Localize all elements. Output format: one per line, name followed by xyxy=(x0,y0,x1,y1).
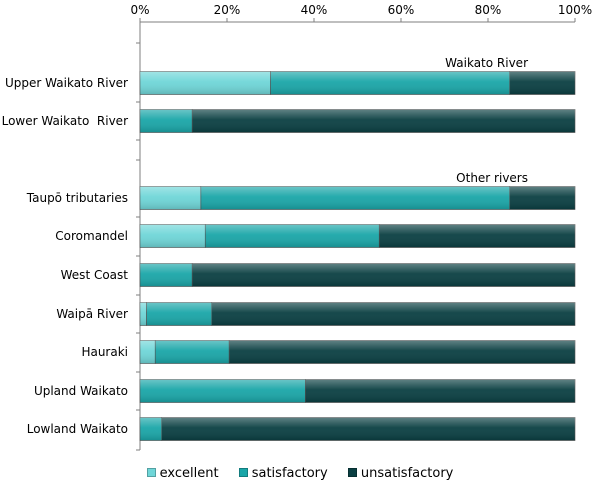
bar-highlight xyxy=(205,224,380,248)
category-label: Waipā River xyxy=(56,307,128,321)
category-label: Taupō tributaries xyxy=(26,191,128,205)
bar-highlight xyxy=(270,71,510,95)
chart-bars xyxy=(139,71,576,441)
bar-highlight xyxy=(509,71,575,95)
legend-swatch-excellent xyxy=(146,468,156,477)
bar-highlight xyxy=(140,224,206,248)
bar-highlight xyxy=(379,224,575,248)
x-tick-label: 20% xyxy=(214,3,241,17)
bar-highlight xyxy=(140,71,271,95)
legend-item-excellent: excellent xyxy=(146,466,219,481)
x-tick-label: 0% xyxy=(130,3,149,17)
bar-highlight xyxy=(211,302,575,326)
bar-highlight xyxy=(161,417,575,441)
x-tick-label: 80% xyxy=(475,3,502,17)
x-tick-label: 60% xyxy=(388,3,415,17)
bar-highlight xyxy=(140,109,193,133)
bar-highlight xyxy=(140,340,156,364)
bar-highlight xyxy=(192,109,575,133)
bar-highlight xyxy=(140,379,306,403)
category-label: Upland Waikato xyxy=(34,384,128,398)
bar-highlight xyxy=(140,186,201,210)
legend-label-satisfactory: satisfactory xyxy=(251,466,328,481)
x-tick-label: 100% xyxy=(558,3,592,17)
bar-highlight xyxy=(155,340,230,364)
bar-highlight xyxy=(140,417,162,441)
legend-label-excellent: excellent xyxy=(159,466,219,481)
legend-swatch-unsatisfactory xyxy=(347,468,357,477)
category-label: Lower Waikato River xyxy=(2,114,128,128)
x-tick-label: 40% xyxy=(301,3,328,17)
bar-highlight xyxy=(229,340,576,364)
category-label: Hauraki xyxy=(81,345,128,359)
category-label: West Coast xyxy=(61,268,129,282)
category-label: Coromandel xyxy=(55,229,128,243)
group-label: Other rivers xyxy=(456,171,528,185)
legend-label-unsatisfactory: unsatisfactory xyxy=(360,466,454,481)
category-label: Upper Waikato River xyxy=(5,76,128,90)
legend-swatch-satisfactory xyxy=(238,468,248,477)
chart-labels: 0% 20% 40% 60% 80% 100% Upper Waikato River Low… xyxy=(2,3,593,436)
bar-highlight xyxy=(200,186,510,210)
group-label: Waikato River xyxy=(445,56,528,70)
legend-item-satisfactory: satisfactory xyxy=(238,466,328,481)
bar-highlight xyxy=(140,263,193,287)
bar-highlight xyxy=(192,263,575,287)
bar-highlight xyxy=(305,379,575,403)
legend-item-unsatisfactory: unsatisfactory xyxy=(347,466,454,481)
category-label: Lowland Waikato xyxy=(27,422,128,436)
bar-highlight xyxy=(146,302,212,326)
bar-highlight xyxy=(509,186,575,210)
chart-legend: excellent satisfactory unsatisfactory xyxy=(0,466,600,481)
bar-highlight xyxy=(140,302,147,326)
